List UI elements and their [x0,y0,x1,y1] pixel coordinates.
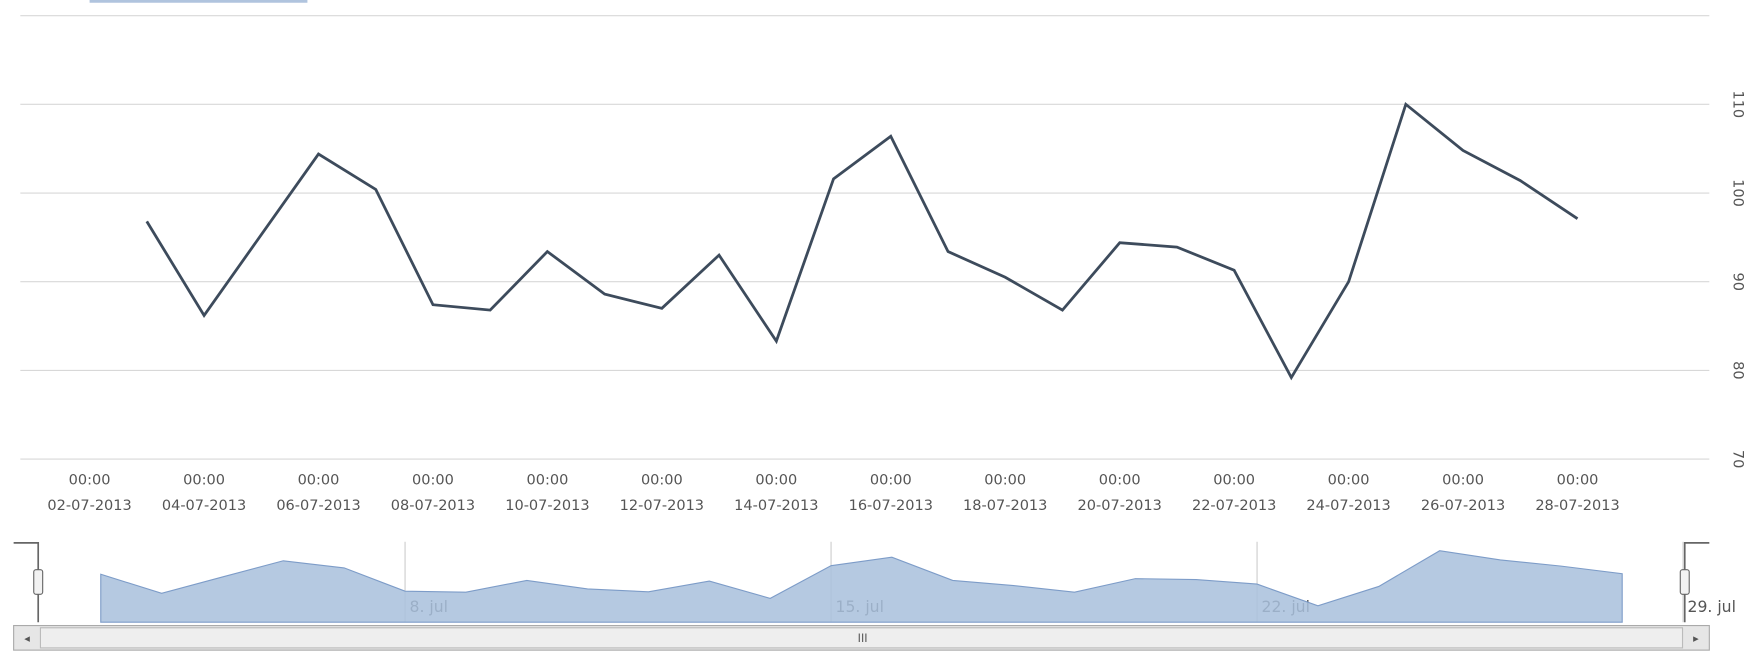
x-tick-time: 00:00 [183,472,225,488]
x-tick-label: 12-07-2013 [620,498,704,514]
y-tick-label: 80 [1729,361,1745,379]
navigator-tick-label: 29. jul [1688,597,1736,616]
x-tick-label: 06-07-2013 [276,498,360,514]
y-tick-label: 110 [1729,90,1745,118]
x-tick-time: 00:00 [1099,472,1141,488]
x-tick-time: 00:00 [526,472,568,488]
x-tick-label: 02-07-2013 [47,498,131,514]
navigator-handle[interactable] [33,569,44,595]
scrollbar-thumb[interactable] [39,627,1684,649]
line-series [145,101,1579,381]
x-tick-time: 00:00 [1328,472,1370,488]
x-tick-time: 00:00 [1213,472,1255,488]
scroll-left[interactable]: ◂ [24,632,30,645]
x-tick-label: 18-07-2013 [963,498,1047,514]
scrollbar-grip: III [858,632,868,645]
y-tick-label: 100 [1729,179,1745,207]
x-tick-label: 28-07-2013 [1535,498,1619,514]
navigator-handle[interactable] [1679,569,1690,595]
x-tick-label: 22-07-2013 [1192,498,1276,514]
y-tick-label: 70 [1729,450,1745,468]
navigator-outline [13,542,40,623]
x-tick-time: 00:00 [298,472,340,488]
x-tick-label: 10-07-2013 [505,498,589,514]
x-tick-label: 24-07-2013 [1306,498,1390,514]
x-tick-label: 04-07-2013 [162,498,246,514]
x-tick-label: 20-07-2013 [1078,498,1162,514]
x-tick-time: 00:00 [412,472,454,488]
x-tick-time: 00:00 [984,472,1026,488]
x-tick-time: 00:00 [755,472,797,488]
x-tick-time: 00:00 [641,472,683,488]
y-tick-label: 90 [1729,272,1745,290]
x-tick-time: 00:00 [69,472,111,488]
x-tick-time: 00:00 [1557,472,1599,488]
x-tick-time: 00:00 [1442,472,1484,488]
x-tick-label: 08-07-2013 [391,498,475,514]
x-tick-label: 14-07-2013 [734,498,818,514]
navigator-outline [1683,542,1710,623]
navigator-area [100,550,1623,623]
x-tick-label: 16-07-2013 [849,498,933,514]
scroll-right[interactable]: ▸ [1693,632,1699,645]
x-tick-label: 26-07-2013 [1421,498,1505,514]
x-tick-time: 00:00 [870,472,912,488]
